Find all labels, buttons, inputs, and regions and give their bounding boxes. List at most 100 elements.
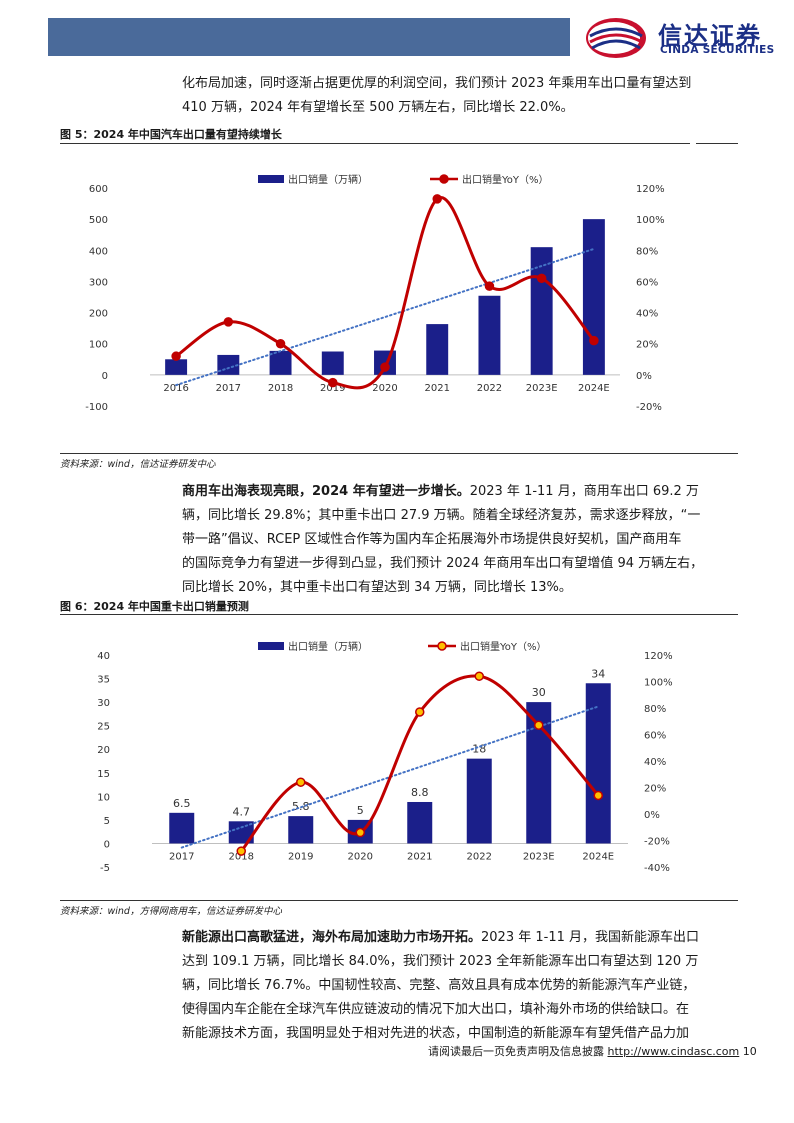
- y2-tick-label: 60%: [644, 731, 666, 742]
- x-tick-label: 2020: [348, 851, 373, 862]
- y-tick-label: 500: [89, 215, 108, 226]
- bar-label-2020: 5: [357, 804, 364, 817]
- yoy-point-2019: [328, 377, 338, 388]
- commercial-line-4: 的国际竞争力有望进一步得到凸显，我们预计 2024 年商用车出口有望增值 94 …: [182, 556, 704, 571]
- fig5-title-rule-end: [696, 143, 738, 144]
- commercial-line-1-rest: 2023 年 1-11 月，商用车出口 69.2 万: [469, 484, 699, 499]
- yoy-point-2019: [296, 777, 306, 787]
- x-tick-label: 2024E: [582, 851, 614, 862]
- y2-tick-label: 120%: [636, 184, 665, 195]
- y2-tick-label: -40%: [644, 863, 670, 874]
- commercial-line-1: 商用车出海表现亮眼，2024 年有望进一步增长。2023 年 1-11 月，商用…: [182, 480, 699, 504]
- y-tick-label: 25: [97, 722, 110, 733]
- nev-line-5: 新能源技术方面，我国明显处于相对先进的状态，中国制造的新能源车有望凭借产品力加: [182, 1026, 690, 1041]
- yoy-point-2020: [355, 827, 365, 838]
- footer-link[interactable]: http://www.cindasc.com: [607, 1045, 740, 1058]
- y2-tick-label: 20%: [636, 340, 658, 351]
- y2-tick-label: 120%: [644, 651, 673, 662]
- bar-label-2021: 8.8: [411, 786, 429, 799]
- yoy-line: [175, 196, 596, 390]
- y-tick-label: 400: [89, 246, 108, 257]
- bar-2017: [169, 812, 195, 844]
- bar-2016: [165, 359, 188, 375]
- bar-label-2022: 18: [472, 743, 486, 756]
- yoy-point-2022: [484, 281, 495, 291]
- x-tick-label: 2018: [229, 851, 254, 862]
- y-tick-label: 100: [89, 340, 108, 351]
- bar-2022: [478, 295, 501, 375]
- y-tick-label: 35: [97, 675, 110, 686]
- bar-2021: [407, 801, 433, 844]
- yoy-point-2021: [432, 194, 442, 204]
- fig5-title-rule: [60, 143, 690, 144]
- cinda-logo: [580, 14, 780, 60]
- fig6-chart: -5 0 5 10 15 20 25 30 35 40 -40% -20% 0% 20% 40% 60% 80%…: [97, 640, 673, 874]
- x-tick-label: 2021: [407, 851, 432, 862]
- y2-tick-label: 100%: [636, 215, 665, 226]
- yoy-point-2023E: [536, 273, 547, 284]
- fig6-title-rule: [60, 614, 738, 615]
- fig6-title: 图 6：2024 年中国重卡出口销量预测: [60, 600, 249, 613]
- y-tick-label: 15: [97, 769, 110, 780]
- y-tick-label: -5: [100, 863, 110, 874]
- legend-bar-swatch: [258, 642, 284, 650]
- x-tick-label: 2019: [288, 851, 313, 862]
- fig5-bottom-rule: [60, 453, 738, 454]
- bar-label-2023E: 30: [532, 686, 546, 699]
- yoy-point-2018: [275, 338, 286, 349]
- nev-line-2: 达到 109.1 万辆，同比增长 84.0%，我们预计 2023 全年新能源车出…: [182, 954, 699, 969]
- intro-line-1: 化布局加速，同时逐渐占据更优厚的利润空间，我们预计 2023 年乘用车出口量有望…: [182, 76, 692, 91]
- commercial-line-2: 辆，同比增长 29.8%；其中重卡出口 27.9 万辆。随着全球经济复苏，需求逐…: [182, 508, 701, 523]
- bar-2018: [269, 350, 292, 375]
- legend-line-label: 出口销量YoY（%）: [460, 640, 547, 653]
- legend-bar-label: 出口销量（万辆）: [288, 640, 368, 653]
- bar-2023E: [530, 247, 553, 375]
- header-band: [48, 18, 570, 56]
- legend-bar-swatch: [258, 175, 284, 183]
- fig5-title: 图 5：2024 年中国汽车出口量有望持续增长: [60, 128, 282, 141]
- fig6-source: 资料来源：wind，方得网商用车，信达证券研发中心: [60, 906, 282, 917]
- yoy-point-2023E: [534, 720, 544, 730]
- y2-tick-label: 40%: [644, 757, 666, 768]
- y2-tick-label: -20%: [636, 402, 662, 413]
- y2-tick-label: -20%: [644, 837, 670, 848]
- fig5-chart: -100 0 100 200 300 400 500 600 -20% 0% 20% 40% 60% 80…: [85, 173, 665, 413]
- y2-tick-label: 40%: [636, 309, 658, 320]
- logo-en: CINDA SECURITIES: [660, 44, 775, 56]
- commercial-lead: 商用车出海表现亮眼，2024 年有望进一步增长。: [182, 484, 470, 499]
- cinda-globe-icon: [586, 18, 646, 58]
- yoy-point-2021: [415, 707, 425, 717]
- commercial-line-3: 带一路”倡议、RCEP 区域性合作等为国内车企拓展海外市场提供良好契机，国产商用…: [182, 532, 682, 547]
- bar-2018: [228, 821, 254, 844]
- y2-tick-label: 0%: [644, 810, 660, 821]
- bar-2019: [321, 351, 344, 375]
- y-tick-label: 200: [89, 309, 108, 320]
- bar-label-2018: 4.7: [233, 805, 251, 818]
- y-tick-label: 0: [104, 839, 110, 850]
- x-tick-label: 2022: [477, 383, 502, 394]
- nev-line-3: 辆，同比增长 76.7%。中国韧性较高、完整、高效且具有成本优势的新能源汽车产业…: [182, 978, 696, 993]
- logo-cn: 信达证券: [658, 22, 762, 50]
- legend-line-label: 出口销量YoY（%）: [462, 173, 549, 186]
- bar-2022: [466, 758, 492, 844]
- x-tick-label: 2017: [216, 383, 241, 394]
- bar-label-2017: 6.5: [173, 797, 191, 810]
- nev-line-1-rest: 2023 年 1-11 月，我国新能源车出口: [481, 930, 700, 945]
- y-tick-label: 600: [89, 184, 108, 195]
- x-tick-label: 2023E: [523, 851, 555, 862]
- x-tick-label: 2024E: [578, 383, 610, 394]
- y2-tick-label: 100%: [644, 678, 673, 689]
- bar-2024E: [582, 219, 605, 375]
- intro-line-2: 410 万辆，2024 年有望增长至 500 万辆左右，同比增长 22.0%。: [182, 100, 574, 115]
- yoy-point-2024E: [589, 335, 599, 346]
- bar-2024E: [585, 683, 611, 844]
- legend-line-marker: [437, 641, 447, 651]
- fig6-bottom-rule: [60, 900, 738, 901]
- x-tick-label: 2018: [268, 383, 293, 394]
- legend-bar-label: 出口销量（万辆）: [288, 173, 368, 186]
- y2-tick-label: 80%: [636, 246, 658, 257]
- x-tick-label: 2021: [424, 383, 449, 394]
- x-tick-label: 2019: [320, 383, 345, 394]
- legend-line-marker: [439, 174, 449, 184]
- y-tick-label: 30: [97, 698, 110, 709]
